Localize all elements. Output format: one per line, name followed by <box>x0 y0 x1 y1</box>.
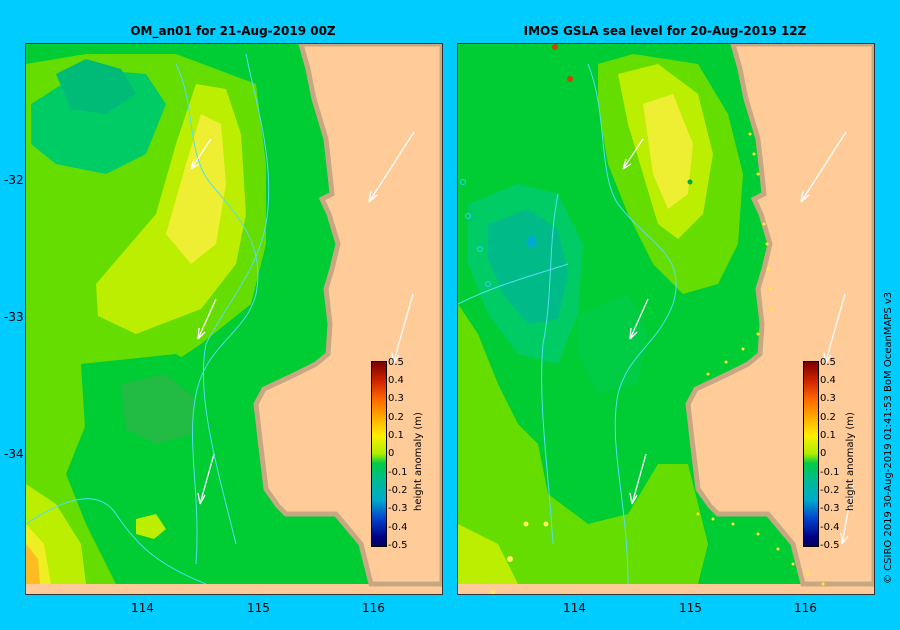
credit-text: © CSIRO 2019 30-Aug-2019 01:41:53 BoM Oc… <box>883 291 894 584</box>
right-panel-title: IMOS GSLA sea level for 20-Aug-2019 12Z <box>523 24 807 38</box>
lon-tick: 114 <box>563 601 586 615</box>
drifter-marker-icon <box>460 44 693 594</box>
left-map-panel: 0.5 0.4 0.3 0.2 0.1 0 -0.1 -0.2 -0.3 -0.… <box>25 43 443 595</box>
wind-arrow-icon <box>190 131 415 505</box>
colorbar-label-right: height anomaly (m) <box>845 412 856 511</box>
lat-tick: -32 <box>4 173 24 187</box>
lon-tick: 115 <box>679 601 702 615</box>
left-map-field <box>26 44 442 587</box>
coast-observation-points <box>696 132 825 586</box>
lat-tick: -34 <box>4 447 24 461</box>
lon-tick: 115 <box>247 601 270 615</box>
lat-tick: -33 <box>4 310 24 324</box>
colorbar-label-left: height anomaly (m) <box>413 412 424 511</box>
lon-tick: 116 <box>362 601 385 615</box>
right-map-field <box>458 44 874 594</box>
right-map-panel: 0.5 0.4 0.3 0.2 0.1 0 -0.1 -0.2 -0.3 -0.… <box>457 43 875 595</box>
lon-tick: 114 <box>131 601 154 615</box>
wind-arrow-icon <box>622 131 854 545</box>
colorbar-right <box>803 361 819 547</box>
lon-tick: 116 <box>794 601 817 615</box>
left-panel-title: OM_an01 for 21-Aug-2019 00Z <box>130 24 336 38</box>
colorbar-left <box>371 361 387 547</box>
